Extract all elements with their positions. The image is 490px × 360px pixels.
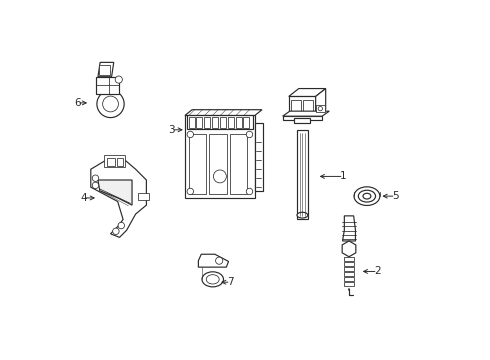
Circle shape (97, 90, 124, 118)
Bar (344, 277, 354, 281)
Bar (344, 272, 354, 276)
Text: 3: 3 (169, 125, 175, 135)
Bar (255, 123, 263, 191)
Polygon shape (98, 62, 114, 77)
Bar (230, 134, 247, 194)
Circle shape (115, 76, 122, 83)
Text: 2: 2 (374, 266, 381, 276)
Circle shape (92, 182, 98, 189)
Circle shape (214, 170, 226, 183)
Circle shape (318, 107, 322, 111)
Ellipse shape (354, 187, 380, 206)
Bar (204, 117, 210, 128)
Bar (283, 116, 322, 120)
Bar (316, 105, 325, 112)
Bar (303, 100, 313, 114)
Polygon shape (342, 241, 356, 257)
Circle shape (102, 96, 119, 112)
Circle shape (187, 188, 194, 195)
Bar (294, 118, 310, 123)
Circle shape (246, 188, 253, 195)
Bar (104, 155, 125, 167)
Text: 5: 5 (392, 191, 398, 201)
Circle shape (118, 222, 124, 229)
Bar (139, 193, 149, 200)
Bar (244, 117, 249, 128)
Bar (99, 64, 110, 75)
Bar (96, 77, 120, 94)
Polygon shape (198, 254, 228, 267)
Circle shape (216, 257, 223, 264)
Bar (344, 257, 354, 261)
Polygon shape (316, 89, 326, 117)
Bar (189, 134, 206, 194)
Bar (117, 158, 123, 166)
Polygon shape (289, 89, 326, 96)
Bar (291, 100, 300, 114)
Bar (297, 130, 308, 220)
Circle shape (92, 175, 98, 181)
Bar (228, 117, 234, 128)
Bar (344, 282, 354, 286)
Bar (344, 267, 354, 271)
Text: 7: 7 (227, 277, 234, 287)
Bar (209, 134, 226, 194)
Bar (236, 117, 242, 128)
Ellipse shape (202, 272, 223, 287)
Circle shape (246, 131, 253, 138)
Ellipse shape (206, 275, 219, 284)
Polygon shape (98, 180, 132, 205)
Bar (196, 117, 202, 128)
Text: 4: 4 (80, 193, 87, 203)
Bar (344, 262, 354, 266)
Ellipse shape (363, 193, 371, 199)
Polygon shape (185, 110, 262, 116)
Circle shape (187, 131, 194, 138)
Polygon shape (283, 111, 329, 116)
Bar (289, 96, 316, 117)
Bar (107, 158, 115, 166)
Polygon shape (91, 158, 147, 237)
Circle shape (113, 228, 119, 234)
Ellipse shape (297, 212, 308, 218)
Bar (220, 117, 226, 128)
Bar (187, 116, 253, 129)
Bar (185, 116, 255, 198)
Text: 6: 6 (74, 98, 81, 108)
Ellipse shape (358, 190, 375, 202)
Text: 1: 1 (340, 171, 346, 181)
Polygon shape (343, 216, 355, 241)
Bar (189, 117, 195, 128)
Bar (212, 117, 218, 128)
